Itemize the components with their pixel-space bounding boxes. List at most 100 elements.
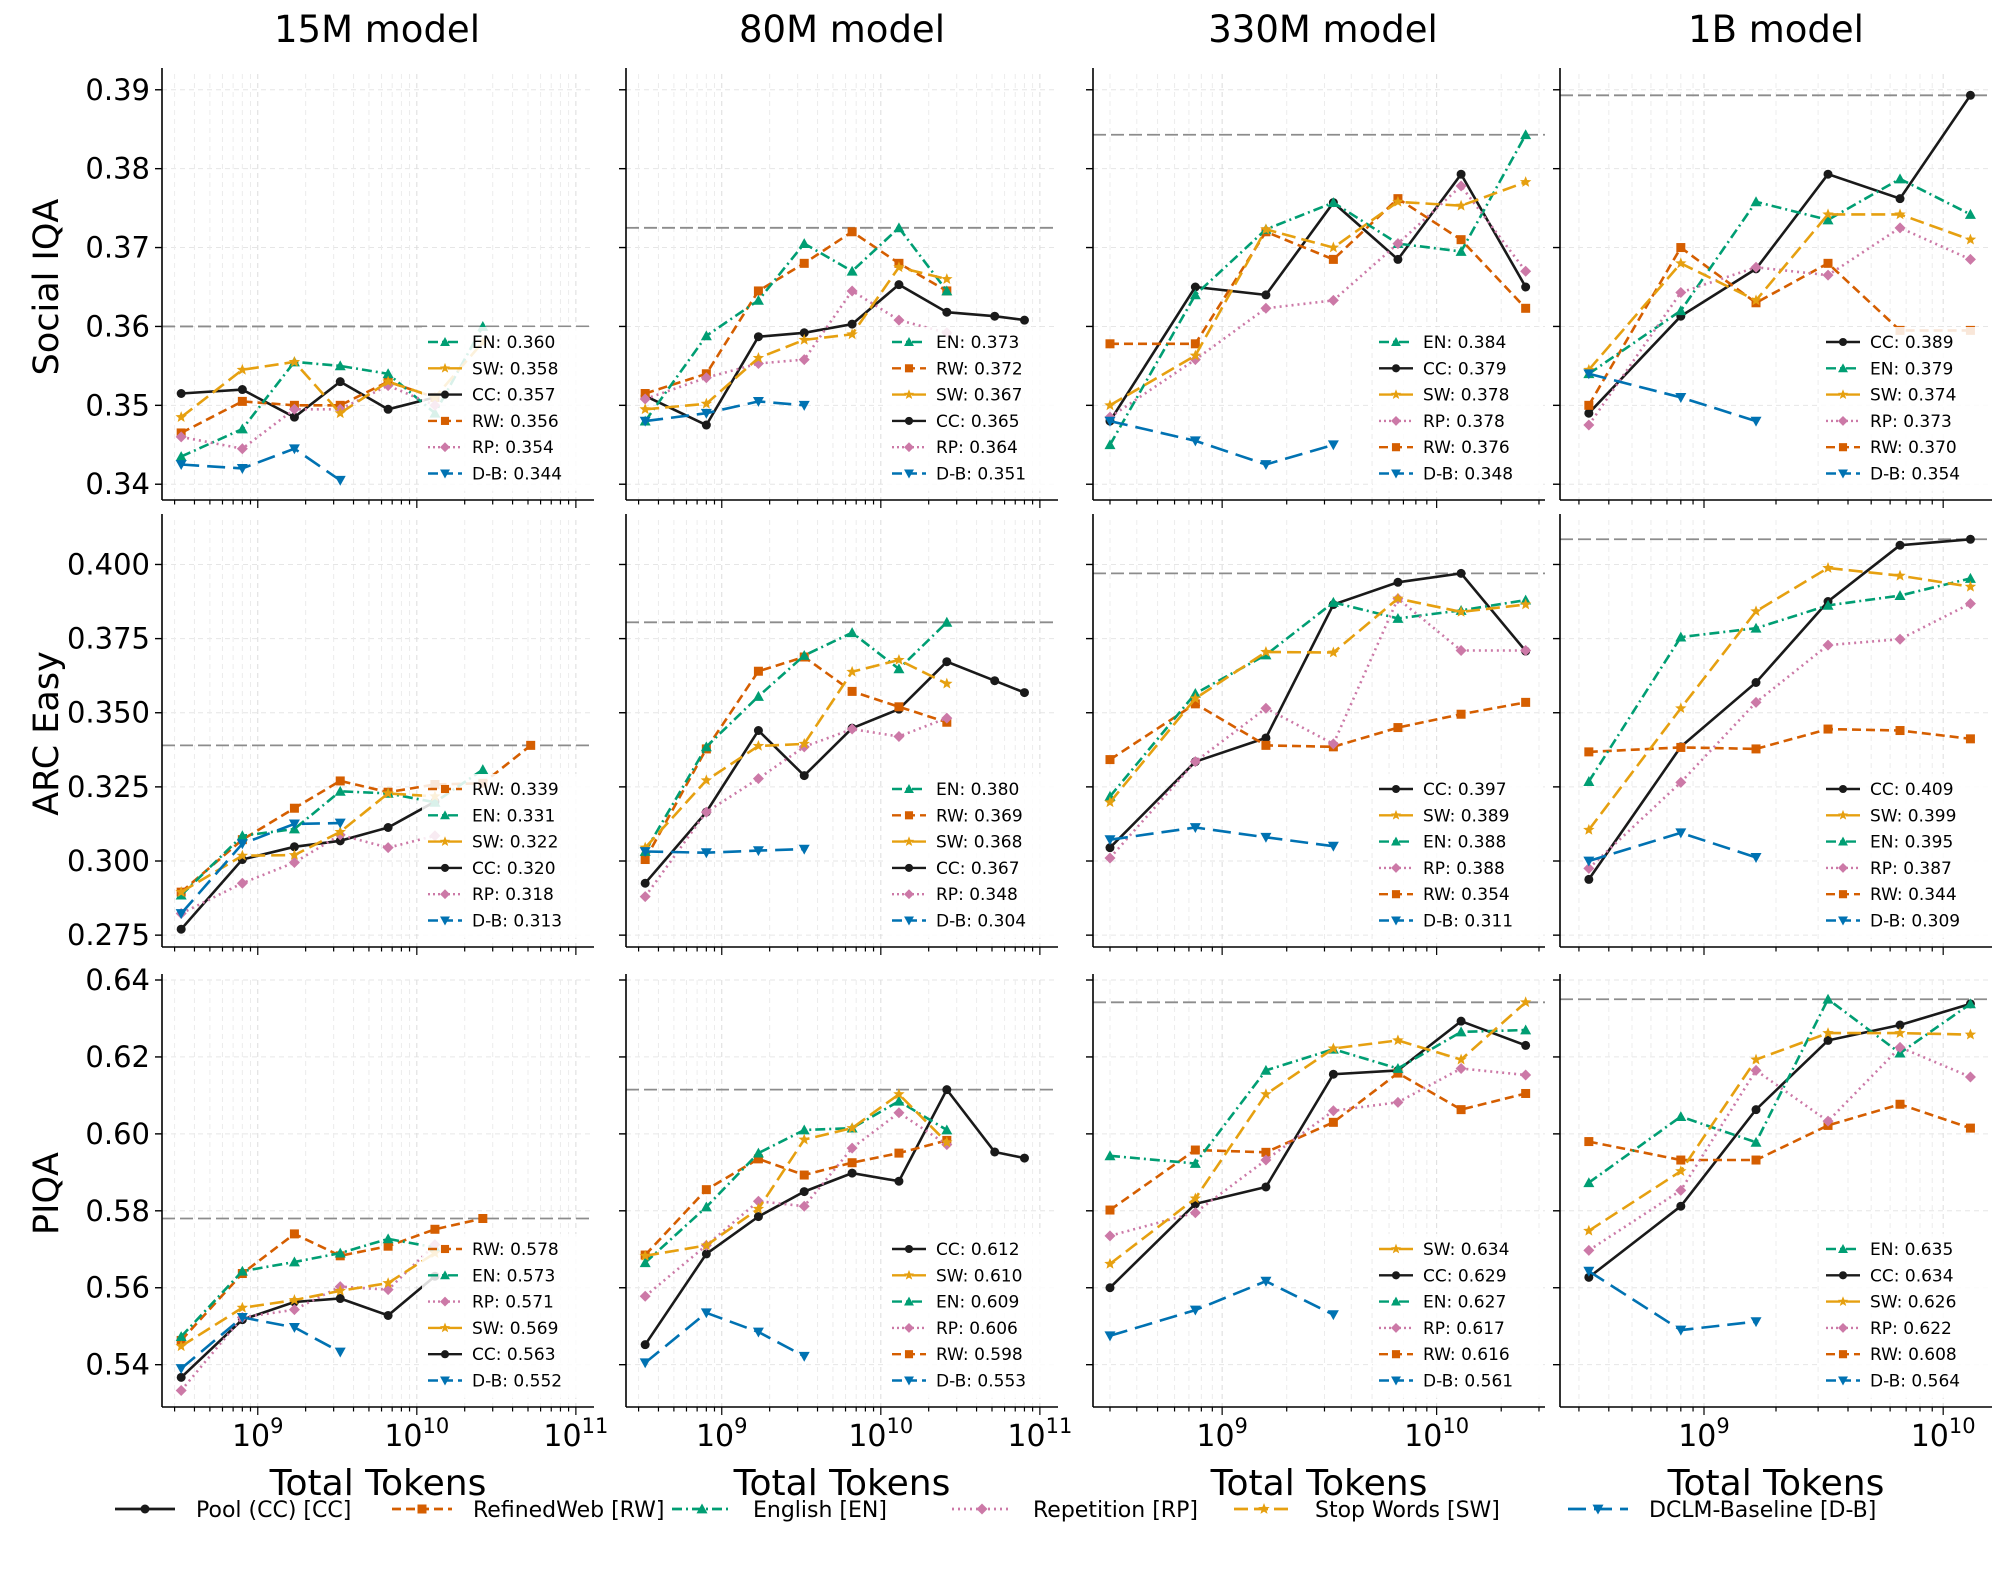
y-tick-label: 0.34 [85, 467, 150, 501]
data-point-sw [798, 737, 810, 749]
x-axis-label: Total Tokens [269, 1463, 487, 1504]
panel-legend-marker-rw [1391, 443, 1401, 452]
data-point-cc [1261, 733, 1271, 743]
data-point-en [1104, 439, 1116, 450]
data-point-en [941, 1124, 953, 1135]
panel-r2-c3: 109 1010 Total Tokens EN: 0.635 CC: 0.634 SW:… [1553, 974, 1992, 1504]
data-point-sw [639, 841, 651, 853]
series-line-cc [1587, 538, 1971, 881]
series-line-en [1588, 997, 1972, 1184]
panel-legend-marker-en [1838, 836, 1848, 846]
data-point-cc [1965, 534, 1975, 544]
data-point-cc [1965, 90, 1975, 100]
data-point-en [1189, 1157, 1201, 1168]
panel-legend-label: RW: 0.598 [936, 1345, 1023, 1365]
panel-legend-background [1373, 774, 1543, 938]
panel-legend-marker-rp [1838, 862, 1848, 873]
panel-legend-marker-cc [1391, 784, 1401, 794]
data-point-rw [1456, 1105, 1466, 1115]
data-point-cc [990, 1147, 1000, 1157]
panel-legend-marker-rp [440, 442, 450, 453]
x-tick-label: 109 [1678, 1414, 1730, 1454]
series-line-sw [1588, 1031, 1971, 1232]
panel-legend-marker-en [1838, 363, 1848, 373]
data-point-sw [236, 849, 249, 861]
panel-legend-marker-cc [1838, 784, 1848, 794]
data-point-rp [288, 1304, 300, 1316]
data-point-sw [639, 403, 651, 415]
panel-legend-background [886, 774, 1056, 938]
panel-legend-background [886, 1234, 1056, 1398]
data-point-en [798, 1124, 810, 1135]
series-line-rp [1588, 1045, 1971, 1252]
panel-legend-marker-rp [440, 889, 450, 900]
panel-legend-marker-en [1391, 337, 1401, 346]
data-point-rp [1583, 1244, 1595, 1256]
series-group [175, 1214, 488, 1396]
data-point-rw [1895, 1099, 1905, 1109]
data-point-sw [1750, 605, 1762, 617]
data-point-rw [1965, 1123, 1975, 1133]
data-point-db [334, 475, 346, 486]
panel-legend-label: SW: 0.569 [472, 1319, 558, 1339]
data-point-rp [1583, 862, 1595, 874]
y-tick-label: 0.39 [85, 73, 150, 107]
data-point-rw [1105, 755, 1115, 765]
panel-legend: EN: 0.360 SW: 0.358 CC: 0.357 RW: 0.356 RP: … [422, 327, 592, 491]
data-point-rp [1455, 644, 1467, 656]
data-point-rw [1521, 697, 1531, 707]
data-point-rp [1260, 1154, 1272, 1166]
panel-legend-label: RP: 0.373 [1870, 412, 1952, 432]
panel-legend-marker-db [1838, 916, 1848, 926]
panel-legend-label: RW: 0.369 [936, 806, 1023, 826]
data-point-sw [1260, 223, 1272, 235]
data-point-db [1750, 416, 1762, 427]
panel-legend-label: D-B: 0.351 [936, 465, 1026, 485]
panel-legend: CC: 0.389 EN: 0.379 SW: 0.374 RP: 0.373 RW: … [1820, 327, 1990, 491]
panel-legend-marker-rw [1391, 890, 1401, 899]
series-line-cc [180, 1275, 436, 1379]
data-point-rw [847, 227, 857, 237]
data-point-en [175, 1331, 187, 1342]
panel-legend-marker-sw [1837, 389, 1849, 399]
panel-legend-marker-sw [903, 389, 915, 399]
series-line-db [1588, 831, 1757, 863]
data-point-rw [799, 1170, 809, 1180]
panel-legend-label: CC: 0.365 [936, 412, 1020, 432]
data-point-rw [1521, 303, 1531, 313]
panel-legend-marker-sw [1837, 809, 1849, 820]
series-group [1104, 996, 1532, 1342]
panel-legend-label: SW: 0.634 [1423, 1240, 1509, 1260]
data-point-rp [700, 372, 712, 384]
data-point-db [798, 1351, 810, 1362]
panel-legend-marker-db [440, 916, 450, 926]
data-point-rw [1190, 699, 1200, 709]
series-line-rp [180, 384, 436, 451]
panel-legend-marker-db [1391, 469, 1401, 479]
panel-legend-marker-rw [1391, 1350, 1401, 1359]
data-point-rp [1750, 261, 1762, 273]
data-point-rw [701, 1185, 711, 1195]
data-point-rp [1822, 639, 1834, 651]
data-point-db [1583, 856, 1595, 867]
panel-legend-label: SW: 0.399 [1870, 806, 1956, 826]
data-point-sw [288, 1294, 301, 1305]
series-line-en [180, 1237, 436, 1338]
data-point-rp [639, 1290, 651, 1302]
data-point-sw [1189, 1192, 1202, 1204]
data-point-rw [335, 776, 345, 786]
data-point-en [1822, 214, 1834, 225]
panel-legend-label: EN: 0.373 [936, 333, 1019, 353]
data-point-en [752, 294, 764, 305]
panel-legend-label: RP: 0.364 [936, 438, 1018, 458]
data-point-db [1104, 835, 1116, 846]
data-point-cc [1456, 169, 1466, 179]
series-line-db [645, 847, 805, 855]
data-point-en [1520, 129, 1532, 140]
panel-legend-marker-sw [903, 836, 915, 846]
data-point-en [1520, 1024, 1532, 1035]
panel-legend-label: RW: 0.608 [1870, 1345, 1957, 1365]
panel-legend-label: D-B: 0.553 [936, 1372, 1026, 1392]
panel-legend-label: RP: 0.354 [472, 438, 554, 458]
data-point-en [893, 663, 905, 674]
